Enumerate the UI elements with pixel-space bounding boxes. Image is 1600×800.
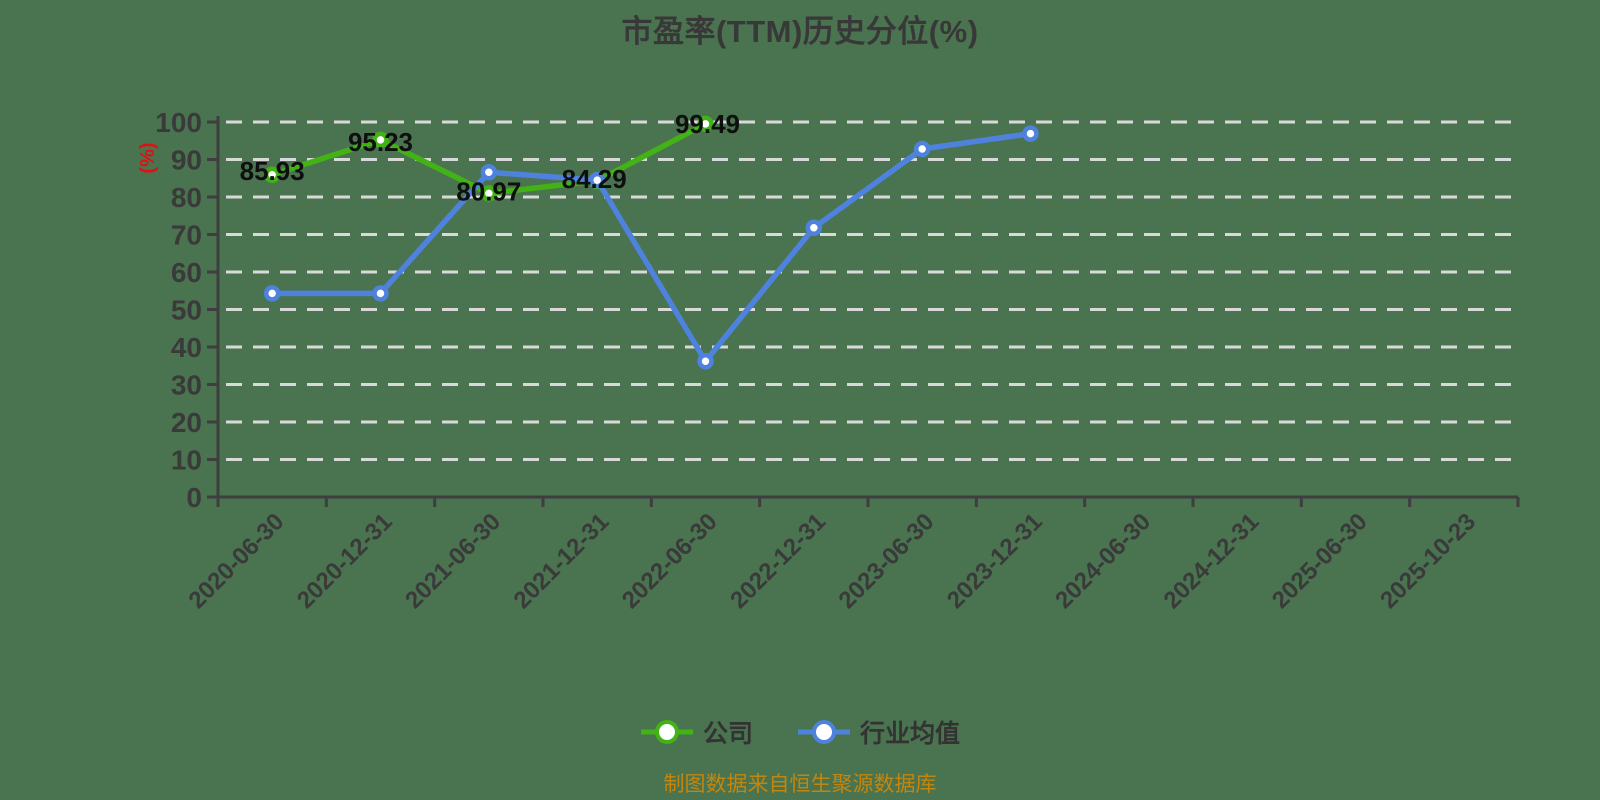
data-label: 95.23 bbox=[348, 127, 413, 157]
x-tick-label: 2024-12-31 bbox=[1159, 508, 1265, 614]
x-tick-label: 2022-12-31 bbox=[725, 508, 831, 614]
data-point-1[interactable] bbox=[480, 164, 498, 181]
data-point-1[interactable] bbox=[1022, 125, 1039, 142]
data-point-0[interactable] bbox=[263, 166, 281, 184]
y-tick-label: 80 bbox=[171, 182, 202, 213]
data-label: 84.29 bbox=[562, 164, 627, 194]
data-point-1[interactable] bbox=[697, 353, 714, 370]
data-point-0[interactable] bbox=[480, 185, 498, 202]
data-source-note: 制图数据来自恒生聚源数据库 bbox=[663, 773, 937, 796]
x-tick-label: 2021-06-30 bbox=[400, 508, 506, 614]
legend-item-0[interactable]: 公司 bbox=[640, 714, 753, 750]
legend-label: 公司 bbox=[702, 720, 753, 748]
y-tick-label: 30 bbox=[171, 370, 202, 401]
legend-marker-icon bbox=[798, 720, 850, 744]
data-label: 80.97 bbox=[456, 176, 521, 206]
data-point-0[interactable] bbox=[372, 131, 389, 149]
data-point-1[interactable] bbox=[263, 285, 281, 302]
x-tick-label: 2024-06-30 bbox=[1050, 508, 1156, 614]
y-tick-label: 0 bbox=[186, 482, 202, 513]
y-tick-label: 60 bbox=[171, 257, 202, 288]
y-axis-name: (%) bbox=[137, 142, 159, 173]
data-point-1[interactable] bbox=[913, 140, 931, 158]
legend-item-1[interactable]: 行业均值 bbox=[797, 714, 960, 750]
data-label: 99.49 bbox=[675, 109, 740, 139]
data-point-1[interactable] bbox=[805, 219, 823, 236]
data-label: 85.93 bbox=[240, 156, 305, 186]
x-tick-label: 2020-06-30 bbox=[184, 508, 290, 614]
y-tick-label: 100 bbox=[155, 107, 202, 138]
y-tick-label: 20 bbox=[171, 407, 202, 438]
x-tick-label: 2025-06-30 bbox=[1267, 508, 1373, 614]
data-point-0[interactable] bbox=[697, 115, 714, 133]
x-tick-label: 2025-10-23 bbox=[1375, 508, 1481, 614]
x-tick-label: 2023-06-30 bbox=[834, 508, 940, 614]
y-tick-label: 70 bbox=[171, 220, 202, 251]
chart-title: 市盈率(TTM)历史分位(%) bbox=[621, 14, 979, 49]
y-tick-label: 40 bbox=[171, 332, 202, 363]
y-tick-label: 90 bbox=[171, 145, 202, 176]
data-point-1[interactable] bbox=[372, 285, 389, 302]
y-tick-label: 10 bbox=[171, 445, 202, 476]
x-tick-label: 2021-12-31 bbox=[509, 508, 615, 614]
x-tick-label: 2022-06-30 bbox=[617, 508, 723, 614]
x-tick-label: 2020-12-31 bbox=[292, 508, 398, 614]
legend: 公司 行业均值 bbox=[0, 714, 1600, 750]
y-tick-label: 50 bbox=[171, 295, 202, 326]
series-line-1 bbox=[269, 130, 1034, 364]
x-tick-label: 2023-12-31 bbox=[942, 508, 1048, 614]
data-point-1[interactable] bbox=[588, 171, 606, 189]
legend-label: 行业均值 bbox=[860, 720, 961, 748]
legend-marker-icon bbox=[640, 720, 693, 744]
